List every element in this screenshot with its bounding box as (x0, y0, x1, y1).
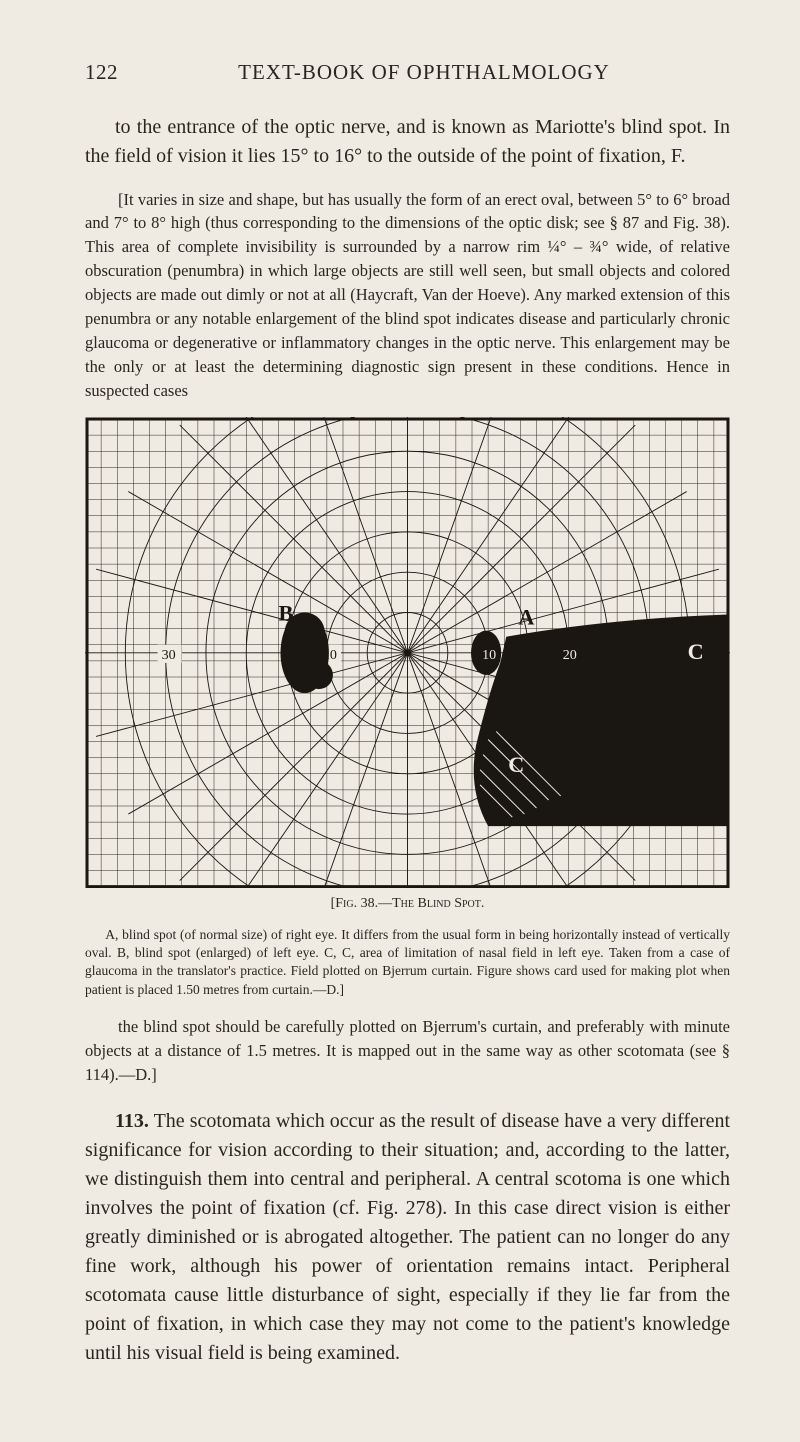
axis-label-20-right: 20 (563, 647, 577, 663)
header-row: 122 TEXT-BOOK OF OPHTHALMOLOGY (85, 60, 730, 85)
blind-spot-figure: 30 10 10 20 30 B A C C (85, 417, 730, 889)
label-C-upper: C (688, 639, 704, 664)
label-B: B (279, 600, 294, 625)
bracket-paragraph: [It varies in size and shape, but has us… (85, 188, 730, 403)
section-113-text: The scotomata which occur as the result … (85, 1110, 730, 1364)
section-number: 113. (115, 1110, 149, 1132)
intro-paragraph: to the entrance of the optic nerve, and … (85, 113, 730, 171)
running-head: TEXT-BOOK OF OPHTHALMOLOGY (178, 60, 730, 85)
figure-caption: [Fig. 38.—The Blind Spot. (85, 896, 730, 912)
axis-label-10-left: 10 (323, 647, 337, 663)
visual-field-chart: 30 10 10 20 30 B A C C (85, 417, 730, 889)
axis-label-30-right: 30 (644, 647, 658, 663)
label-A: A (518, 604, 534, 629)
section-113-paragraph: 113. The scotomata which occur as the re… (85, 1107, 730, 1368)
bracket-paragraph-2: the blind spot should be carefully plott… (85, 1015, 730, 1087)
page-number: 122 (85, 60, 118, 85)
label-C-lower: C (508, 752, 524, 777)
axis-label-30-left: 30 (162, 647, 176, 663)
figure-footnote: A, blind spot (of normal size) of right … (85, 926, 730, 999)
page: 122 TEXT-BOOK OF OPHTHALMOLOGY to the en… (0, 0, 800, 1442)
